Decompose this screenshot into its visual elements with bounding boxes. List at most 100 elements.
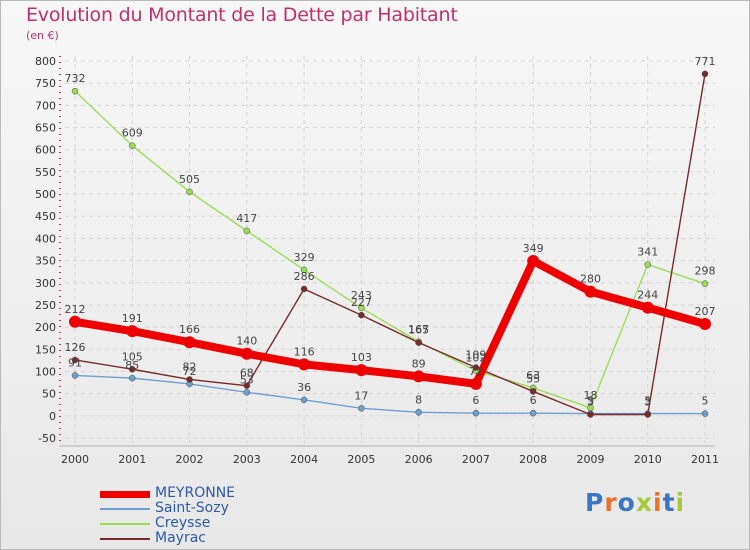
data-point-meyronne	[412, 370, 425, 383]
data-point-meyronne	[469, 377, 482, 390]
y-tick-label: 600	[35, 144, 56, 157]
data-point-meyronne	[699, 318, 711, 331]
y-tick-label: 450	[35, 210, 56, 223]
data-point-mayrac	[71, 356, 79, 364]
y-tick-label: 800	[35, 55, 56, 68]
data-point-creysse	[243, 227, 251, 235]
chart-title: Evolution du Montant de la Dette par Hab…	[26, 4, 458, 26]
data-label-meyronne: 280	[580, 273, 601, 286]
x-tick-label: 2007	[462, 453, 490, 466]
data-point-mayrac	[358, 311, 365, 319]
data-label-creysse: 417	[236, 212, 257, 225]
x-tick-label: 2005	[347, 453, 375, 466]
data-point-saint-sozy	[415, 409, 422, 416]
data-label-mayrac: 126	[65, 341, 86, 354]
data-point-mayrac	[243, 382, 251, 389]
legend-label-meyronne: MEYRONNE	[155, 485, 236, 501]
series-line-creysse	[74, 90, 706, 409]
y-tick-label: 750	[35, 77, 56, 90]
data-point-meyronne	[183, 336, 196, 349]
data-point-meyronne	[584, 285, 597, 298]
legend-label-mayrac: Mayrac	[155, 530, 206, 546]
data-label-meyronne: 212	[65, 303, 86, 316]
data-label-meyronne: 207	[695, 305, 716, 318]
data-label-meyronne: 116	[294, 345, 315, 358]
data-label-creysse: 243	[351, 289, 372, 302]
series-line-mayrac	[74, 73, 706, 416]
y-tick-label: 500	[35, 188, 56, 201]
data-label-saint-sozy: 5	[702, 395, 709, 408]
data-point-meyronne	[240, 347, 253, 360]
data-label-saint-sozy: 17	[354, 389, 368, 402]
data-point-creysse	[71, 87, 79, 95]
data-label-mayrac: 55	[526, 372, 540, 385]
x-tick-label: 2000	[61, 453, 89, 466]
legend-swatch-meyronne	[100, 491, 150, 498]
data-label-mayrac: 68	[240, 367, 254, 380]
data-label-meyronne: 89	[412, 357, 426, 370]
x-tick-label: 2009	[576, 453, 604, 466]
data-point-meyronne	[69, 315, 81, 328]
data-point-saint-sozy	[243, 389, 251, 396]
data-label-meyronne: 140	[236, 335, 257, 348]
data-label-creysse: 341	[637, 246, 658, 259]
data-label-creysse: 732	[65, 72, 86, 85]
data-label-saint-sozy: 36	[297, 381, 311, 394]
legend-item-mayrac: Mayrac	[100, 530, 360, 546]
data-label-saint-sozy: 91	[68, 356, 82, 369]
data-point-meyronne	[641, 301, 654, 314]
data-point-mayrac	[644, 411, 651, 418]
y-tick-label: 50	[42, 388, 56, 401]
data-label-mayrac: 3	[644, 395, 651, 408]
data-point-creysse	[644, 261, 651, 268]
data-label-mayrac: 771	[695, 55, 716, 68]
x-tick-label: 2004	[290, 453, 318, 466]
data-label-mayrac: 109	[465, 348, 486, 361]
logo-letter: i	[675, 488, 686, 517]
data-point-creysse	[300, 266, 308, 274]
data-point-saint-sozy	[358, 405, 365, 412]
data-label-creysse: 505	[179, 173, 200, 186]
legend-label-saint-sozy: Saint-Sozy	[155, 500, 229, 516]
x-tick-label: 2008	[519, 453, 547, 466]
chart-subtitle: (en €)	[26, 29, 59, 42]
data-label-mayrac: 286	[294, 270, 315, 283]
data-label-meyronne: 103	[351, 351, 372, 364]
data-label-creysse: 609	[122, 127, 143, 140]
data-label-meyronne: 166	[179, 323, 200, 336]
logo-letter: o	[617, 488, 636, 517]
data-point-mayrac	[186, 376, 193, 383]
proxiti-logo: Proxiti	[585, 488, 685, 517]
data-label-creysse: 18	[583, 389, 597, 402]
x-tick-label: 2010	[634, 453, 662, 466]
data-point-mayrac	[529, 388, 537, 395]
y-tick-label: 200	[35, 321, 56, 334]
data-label-mayrac: 227	[351, 296, 372, 309]
data-label-saint-sozy: 72	[183, 365, 197, 378]
data-point-meyronne	[298, 358, 311, 371]
data-point-mayrac	[587, 411, 594, 418]
data-label-meyronne: 191	[122, 312, 143, 325]
data-point-creysse	[186, 188, 193, 196]
data-point-mayrac	[129, 366, 136, 373]
data-point-saint-sozy	[71, 372, 79, 379]
data-point-mayrac	[415, 339, 422, 346]
data-point-creysse	[129, 142, 136, 149]
chart-legend: MEYRONNE Saint-Sozy Creysse Mayrac	[100, 485, 360, 546]
data-label-mayrac: 165	[408, 324, 429, 337]
data-label-creysse: 63	[526, 369, 540, 382]
legend-label-creysse: Creysse	[155, 515, 211, 531]
data-label-mayrac: 3	[587, 395, 594, 408]
logo-letter: r	[604, 488, 618, 517]
data-label-meyronne: 349	[523, 242, 544, 255]
y-tick-label: 150	[35, 343, 56, 356]
x-tick-label: 2006	[405, 453, 433, 466]
legend-swatch-mayrac	[100, 538, 150, 540]
data-point-saint-sozy	[701, 410, 709, 417]
data-label-mayrac: 105	[122, 350, 143, 363]
series-line-saint-sozy	[74, 374, 706, 415]
data-label-creysse: 167	[408, 323, 429, 336]
data-point-meyronne	[355, 364, 368, 377]
